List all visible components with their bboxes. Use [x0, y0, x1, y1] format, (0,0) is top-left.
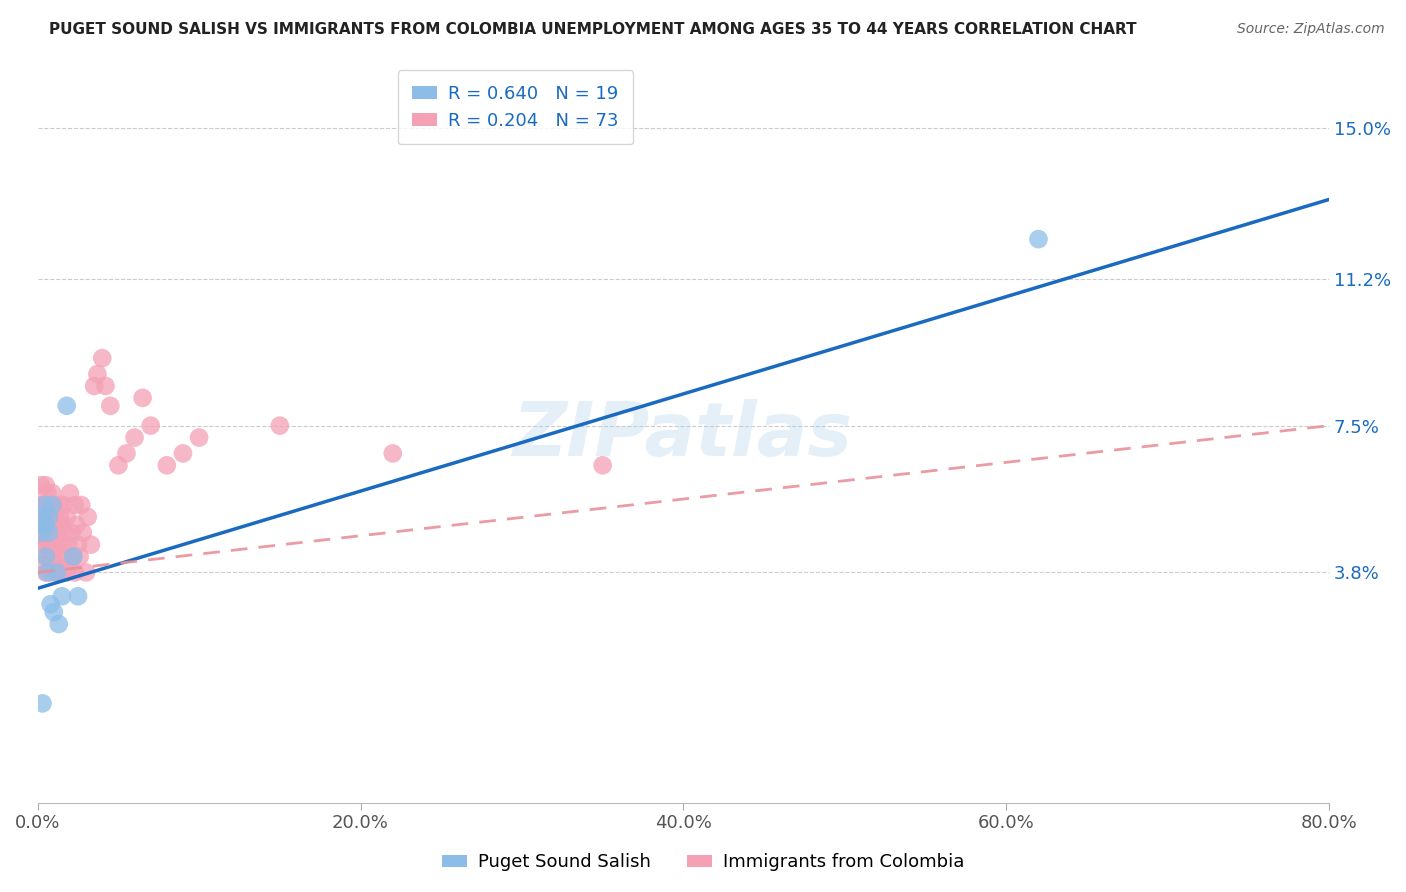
Point — [31, 498, 53, 512]
Point — [52, 549, 75, 564]
Point — [46, 566, 69, 580]
Point — [38, 509, 60, 524]
Point — [65, 517, 87, 532]
Point — [67, 589, 90, 603]
Point — [48, 498, 70, 512]
Point — [107, 458, 129, 473]
Point — [32, 498, 55, 512]
Point — [69, 549, 91, 564]
Legend: Puget Sound Salish, Immigrants from Colombia: Puget Sound Salish, Immigrants from Colo… — [434, 847, 972, 879]
Point — [31, 697, 53, 711]
Point — [41, 549, 63, 564]
Point — [32, 525, 55, 540]
Point — [60, 525, 83, 540]
Point — [31, 509, 53, 524]
Point — [39, 566, 62, 580]
Point — [28, 517, 51, 532]
Point — [131, 391, 153, 405]
Point — [32, 558, 55, 572]
Point — [39, 538, 62, 552]
Point — [55, 566, 77, 580]
Point — [1028, 232, 1050, 246]
Point — [124, 431, 146, 445]
Point — [35, 549, 58, 564]
Point — [48, 617, 70, 632]
Point — [67, 538, 90, 552]
Point — [35, 538, 58, 552]
Point — [44, 509, 66, 524]
Legend: R = 0.640   N = 19, R = 0.204   N = 73: R = 0.640 N = 19, R = 0.204 N = 73 — [398, 70, 633, 145]
Point — [62, 549, 84, 564]
Point — [37, 566, 59, 580]
Point — [46, 525, 69, 540]
Point — [80, 538, 103, 552]
Point — [52, 498, 75, 512]
Point — [39, 597, 62, 611]
Point — [30, 525, 52, 540]
Point — [70, 498, 93, 512]
Point — [44, 538, 66, 552]
Point — [46, 566, 69, 580]
Point — [37, 517, 59, 532]
Point — [35, 566, 58, 580]
Text: PUGET SOUND SALISH VS IMMIGRANTS FROM COLOMBIA UNEMPLOYMENT AMONG AGES 35 TO 44 : PUGET SOUND SALISH VS IMMIGRANTS FROM CO… — [49, 22, 1137, 37]
Point — [72, 525, 94, 540]
Point — [76, 509, 98, 524]
Point — [55, 509, 77, 524]
Point — [38, 538, 60, 552]
Text: Source: ZipAtlas.com: Source: ZipAtlas.com — [1237, 22, 1385, 37]
Point — [42, 498, 65, 512]
Point — [83, 379, 105, 393]
Point — [592, 458, 614, 473]
Point — [59, 558, 82, 572]
Point — [41, 517, 63, 532]
Point — [269, 418, 291, 433]
Point — [62, 549, 84, 564]
Point — [35, 509, 58, 524]
Text: ZIPatlas: ZIPatlas — [513, 399, 853, 472]
Point — [30, 478, 52, 492]
Point — [59, 486, 82, 500]
Point — [39, 498, 62, 512]
Point — [58, 538, 80, 552]
Point — [31, 538, 53, 552]
Point — [41, 498, 63, 512]
Point — [49, 538, 72, 552]
Point — [42, 605, 65, 619]
Point — [75, 566, 97, 580]
Point — [172, 446, 194, 460]
Point — [41, 486, 63, 500]
Point — [38, 525, 60, 540]
Point — [31, 517, 53, 532]
Point — [48, 549, 70, 564]
Point — [188, 431, 211, 445]
Point — [55, 399, 77, 413]
Point — [53, 525, 76, 540]
Point — [98, 399, 121, 413]
Point — [49, 509, 72, 524]
Point — [30, 498, 52, 512]
Point — [42, 558, 65, 572]
Point — [38, 509, 60, 524]
Point — [115, 446, 138, 460]
Point — [94, 379, 117, 393]
Point — [63, 498, 86, 512]
Point — [91, 351, 114, 366]
Point — [51, 589, 73, 603]
Point — [32, 498, 55, 512]
Point — [139, 418, 162, 433]
Point — [86, 367, 108, 381]
Point — [156, 458, 179, 473]
Point — [381, 446, 404, 460]
Point — [35, 478, 58, 492]
Point — [63, 566, 86, 580]
Point — [35, 517, 58, 532]
Point — [37, 549, 59, 564]
Point — [51, 566, 73, 580]
Point — [51, 517, 73, 532]
Point — [37, 486, 59, 500]
Point — [42, 525, 65, 540]
